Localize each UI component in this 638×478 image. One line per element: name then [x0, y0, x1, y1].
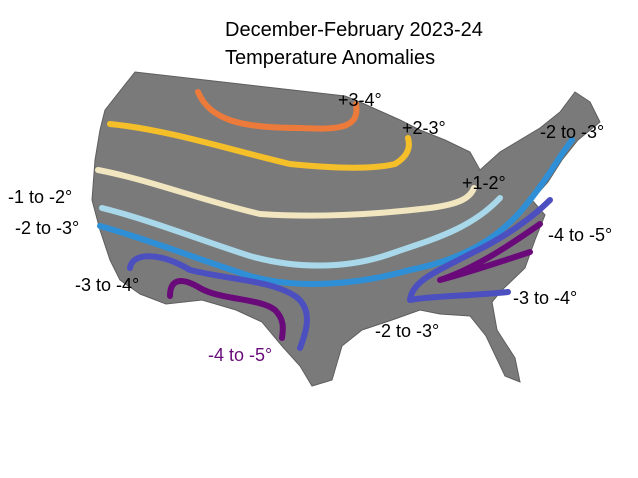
anomaly-label: -1 to -2°: [8, 187, 72, 207]
anomaly-label: -3 to -4°: [513, 288, 577, 308]
isotherm: [127, 197, 553, 351]
isotherm: [107, 121, 412, 171]
isotherm: [195, 89, 360, 132]
isotherm: [99, 195, 503, 269]
anomaly-label: +2-3°: [402, 118, 446, 138]
anomaly-label: -2 to -3°: [15, 218, 79, 238]
isotherm: [167, 221, 543, 341]
anomaly-label: +3-4°: [338, 90, 382, 110]
map-title: Temperature Anomalies: [225, 47, 435, 69]
anomaly-label: -2 to -3°: [540, 122, 604, 142]
isotherm: [95, 167, 477, 219]
us-map: [91, 71, 601, 387]
anomaly-label: -4 to -5°: [208, 345, 272, 365]
isotherm: [97, 137, 575, 287]
anomaly-label: -3 to -4°: [75, 275, 139, 295]
anomaly-label: -4 to -5°: [548, 225, 612, 245]
anomaly-label: +1-2°: [462, 173, 506, 193]
anomaly-label: -2 to -3°: [375, 321, 439, 341]
map-title: December-February 2023-24: [225, 19, 483, 41]
